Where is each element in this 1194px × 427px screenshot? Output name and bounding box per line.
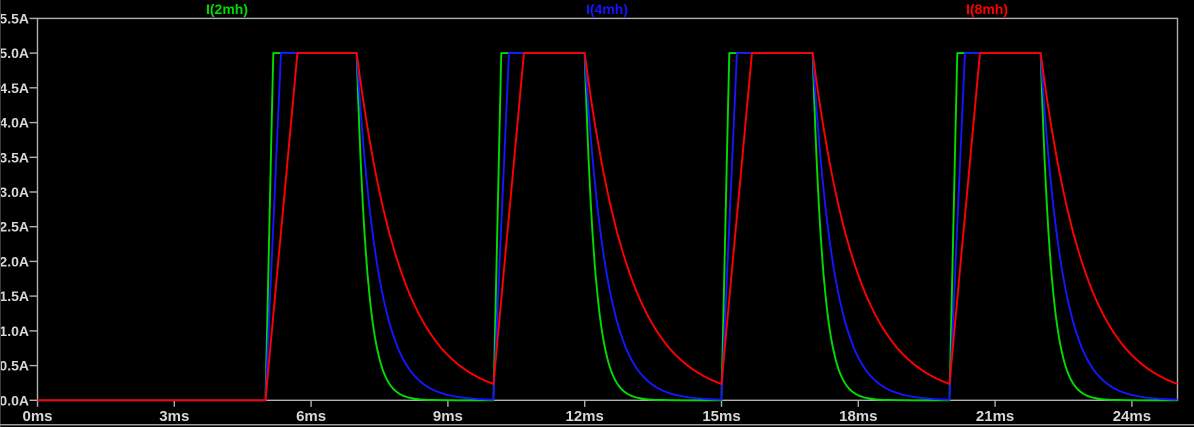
svg-text:5.0A: 5.0A: [0, 45, 29, 61]
svg-text:3ms: 3ms: [159, 408, 189, 425]
svg-text:15ms: 15ms: [702, 408, 740, 425]
svg-text:21ms: 21ms: [976, 408, 1014, 425]
svg-text:4.5A: 4.5A: [0, 80, 29, 96]
svg-text:1.0A: 1.0A: [0, 323, 29, 339]
svg-text:24ms: 24ms: [1113, 408, 1151, 425]
svg-text:3.5A: 3.5A: [0, 149, 29, 165]
svg-text:1.5A: 1.5A: [0, 288, 29, 304]
svg-text:2.5A: 2.5A: [0, 219, 29, 235]
svg-text:I(2mh): I(2mh): [206, 1, 248, 17]
svg-text:0ms: 0ms: [22, 408, 52, 425]
svg-text:4.0A: 4.0A: [0, 115, 29, 131]
svg-text:9ms: 9ms: [433, 408, 463, 425]
svg-text:0.0A: 0.0A: [0, 392, 29, 408]
svg-text:I(4mh): I(4mh): [586, 1, 628, 17]
svg-text:5.5A: 5.5A: [0, 10, 29, 26]
svg-text:I(8mh): I(8mh): [966, 1, 1008, 17]
svg-text:2.0A: 2.0A: [0, 253, 29, 269]
svg-text:0.5A: 0.5A: [0, 358, 29, 374]
svg-text:18ms: 18ms: [839, 408, 877, 425]
svg-text:3.0A: 3.0A: [0, 184, 29, 200]
svg-text:12ms: 12ms: [566, 408, 604, 425]
svg-text:6ms: 6ms: [296, 408, 326, 425]
